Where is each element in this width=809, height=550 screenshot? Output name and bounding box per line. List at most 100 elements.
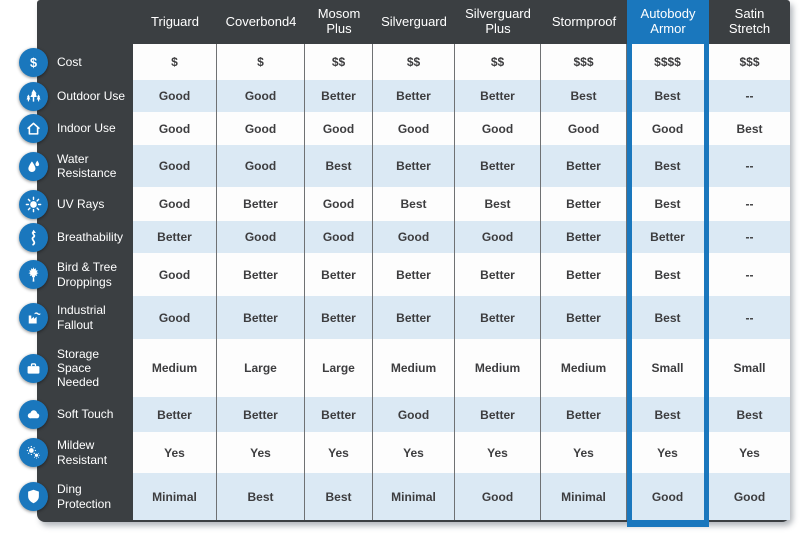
breathability-icon	[19, 222, 48, 252]
cell-cost-silverguard-plus: $$	[455, 44, 541, 80]
cell-uv-rays-coverbond4: Better	[217, 187, 305, 221]
cell-ding-protection-satin-stretch: Good	[709, 473, 790, 520]
cell-soft-touch-triguard: Better	[133, 397, 217, 432]
cell-soft-touch-satin-stretch: Best	[709, 397, 790, 432]
feature-label: Indoor Use	[57, 121, 116, 136]
cell-indoor-use-stormproof: Good	[541, 112, 627, 145]
feature-label: Storage Space Needed	[57, 346, 100, 390]
water-drops-icon	[19, 151, 48, 181]
cell-mildew-resistant-stormproof: Yes	[541, 432, 627, 473]
cell-storage-space-needed-silverguard: Medium	[373, 339, 455, 397]
column-header-autobody-armor: Autobody Armor	[627, 0, 709, 44]
column-header-row: Triguard Coverbond4 Mosom Plus Silverguard S…	[133, 0, 790, 44]
feature-sidebar: Cost Outdoor Use Indoor Use Water Resistanc…	[19, 44, 133, 520]
cell-indoor-use-satin-stretch: Best	[709, 112, 790, 145]
cell-industrial-fallout-mosom-plus: Better	[305, 296, 373, 339]
feature-label: Mildew Resistant	[57, 438, 108, 467]
feature-row-industrial-fallout: Industrial Fallout	[19, 296, 133, 339]
column-header-mosom-plus: Mosom Plus	[305, 0, 373, 44]
cell-breathability-silverguard-plus: Good	[455, 221, 541, 253]
feature-row-cost: Cost	[19, 44, 133, 80]
cell-breathability-autobody-armor: Better	[627, 221, 709, 253]
trees-icon	[19, 81, 48, 111]
cell-industrial-fallout-coverbond4: Better	[217, 296, 305, 339]
cell-bird-tree-droppings-stormproof: Better	[541, 253, 627, 296]
column-header-label: Silverguard	[381, 13, 447, 29]
feature-row-mildew-resistant: Mildew Resistant	[19, 432, 133, 473]
cell-soft-touch-coverbond4: Better	[217, 397, 305, 432]
cell-bird-tree-droppings-satin-stretch: --	[709, 253, 790, 296]
column-header-label: Coverbond4	[225, 13, 297, 29]
cell-ding-protection-autobody-armor: Good	[627, 473, 709, 520]
cell-breathability-triguard: Better	[133, 221, 217, 253]
cell-mildew-resistant-silverguard: Yes	[373, 432, 455, 473]
cell-outdoor-use-silverguard-plus: Better	[455, 80, 541, 112]
cell-ding-protection-mosom-plus: Best	[305, 473, 373, 520]
dollar-icon	[19, 47, 48, 77]
cell-breathability-coverbond4: Good	[217, 221, 305, 253]
cell-indoor-use-silverguard: Good	[373, 112, 455, 145]
cell-bird-tree-droppings-mosom-plus: Better	[305, 253, 373, 296]
feature-row-outdoor-use: Outdoor Use	[19, 80, 133, 112]
cell-ding-protection-coverbond4: Best	[217, 473, 305, 520]
suitcase-icon	[19, 353, 48, 383]
cell-ding-protection-silverguard-plus: Good	[455, 473, 541, 520]
cell-bird-tree-droppings-silverguard-plus: Better	[455, 253, 541, 296]
cell-ding-protection-stormproof: Minimal	[541, 473, 627, 520]
cell-breathability-silverguard: Good	[373, 221, 455, 253]
cell-ding-protection-silverguard: Minimal	[373, 473, 455, 520]
cell-outdoor-use-satin-stretch: --	[709, 80, 790, 112]
feature-label: Soft Touch	[57, 407, 114, 422]
cell-industrial-fallout-autobody-armor: Best	[627, 296, 709, 339]
cell-soft-touch-stormproof: Better	[541, 397, 627, 432]
column-header-coverbond4: Coverbond4	[217, 0, 305, 44]
cell-mildew-resistant-mosom-plus: Yes	[305, 432, 373, 473]
cell-soft-touch-silverguard-plus: Better	[455, 397, 541, 432]
cell-water-resistance-silverguard: Better	[373, 145, 455, 187]
cell-industrial-fallout-silverguard-plus: Better	[455, 296, 541, 339]
cell-storage-space-needed-coverbond4: Large	[217, 339, 305, 397]
cloud-icon	[19, 400, 48, 429]
cell-cost-mosom-plus: $$	[305, 44, 373, 80]
cell-water-resistance-triguard: Good	[133, 145, 217, 187]
comparison-cells: $ $ $$ $$ $$ $$$ $$$$ $$$ Good Good Better Better Be…	[133, 44, 790, 520]
column-header-satin-stretch: Satin Stretch	[709, 0, 790, 44]
cell-ding-protection-triguard: Minimal	[133, 473, 217, 520]
cell-mildew-resistant-satin-stretch: Yes	[709, 432, 790, 473]
cell-outdoor-use-mosom-plus: Better	[305, 80, 373, 112]
column-header-label: Satin Stretch	[728, 6, 771, 36]
feature-label: UV Rays	[57, 196, 105, 211]
feature-row-bird-tree-droppings: Bird & Tree Droppings	[19, 253, 133, 296]
cell-indoor-use-triguard: Good	[133, 112, 217, 145]
cell-water-resistance-autobody-armor: Best	[627, 145, 709, 187]
cell-outdoor-use-silverguard: Better	[373, 80, 455, 112]
shield-icon	[19, 482, 48, 511]
feature-row-water-resistance: Water Resistance	[19, 145, 133, 187]
feature-label: Cost	[57, 54, 82, 69]
cell-mildew-resistant-coverbond4: Yes	[217, 432, 305, 473]
cell-water-resistance-mosom-plus: Best	[305, 145, 373, 187]
factory-icon	[19, 303, 48, 332]
cell-storage-space-needed-autobody-armor: Small	[627, 339, 709, 397]
column-header-label: Autobody Armor	[640, 6, 696, 36]
feature-row-ding-protection: Ding Protection	[19, 473, 133, 520]
house-icon	[19, 114, 48, 143]
cell-cost-silverguard: $$	[373, 44, 455, 80]
cell-mildew-resistant-triguard: Yes	[133, 432, 217, 473]
column-header-label: Triguard	[151, 13, 199, 29]
feature-row-storage-space-needed: Storage Space Needed	[19, 339, 133, 397]
sun-icon	[19, 189, 48, 219]
cell-uv-rays-satin-stretch: --	[709, 187, 790, 221]
feature-row-uv-rays: UV Rays	[19, 187, 133, 221]
cell-uv-rays-mosom-plus: Good	[305, 187, 373, 221]
feature-row-indoor-use: Indoor Use	[19, 112, 133, 145]
cell-industrial-fallout-satin-stretch: --	[709, 296, 790, 339]
column-header-label: Stormproof	[551, 13, 617, 29]
cell-storage-space-needed-satin-stretch: Small	[709, 339, 790, 397]
cell-water-resistance-silverguard-plus: Better	[455, 145, 541, 187]
cell-cost-autobody-armor: $$$$	[627, 44, 709, 80]
cell-storage-space-needed-stormproof: Medium	[541, 339, 627, 397]
cell-mildew-resistant-autobody-armor: Yes	[627, 432, 709, 473]
column-header-label: Silverguard Plus	[465, 6, 531, 36]
cell-outdoor-use-coverbond4: Good	[217, 80, 305, 112]
